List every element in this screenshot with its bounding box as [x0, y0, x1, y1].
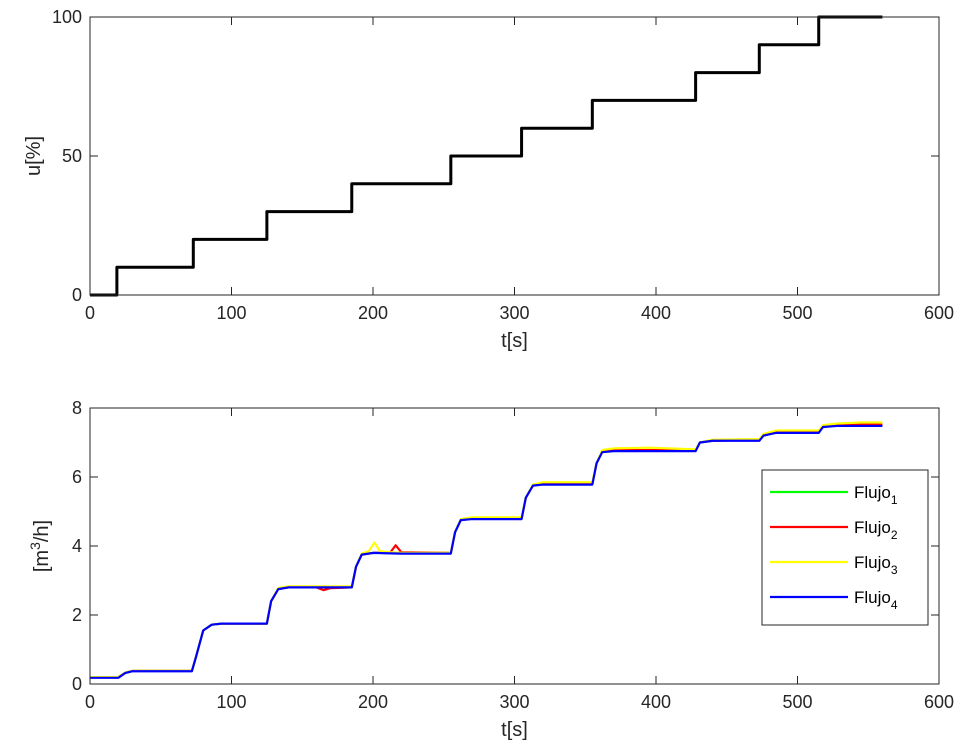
y-axis-label-base: [m: [31, 550, 53, 572]
legend-entry-2: Flujo2: [854, 518, 898, 542]
x-tick-label: 100: [216, 692, 246, 712]
y-tick-label: 0: [72, 674, 82, 694]
y-tick-label: 4: [72, 536, 82, 556]
legend-entry-4: Flujo4: [854, 588, 898, 612]
y-axis-label: u[%]: [23, 136, 45, 176]
x-tick-label: 400: [641, 692, 671, 712]
x-tick-label: 600: [924, 692, 954, 712]
y-tick-label: 100: [52, 7, 82, 27]
x-axis-label: t[s]: [501, 330, 528, 352]
y-tick-label: 50: [62, 146, 82, 166]
x-tick-label: 300: [499, 692, 529, 712]
x-tick-label: 0: [85, 692, 95, 712]
y-axis-label: [m3/h]: [27, 520, 53, 572]
bottom-plot-flow: 0 100 200 300 400 500 60002468t[s][m3/h]Flujo1…: [27, 398, 954, 741]
x-tick-label: 200: [358, 692, 388, 712]
y-axis-label-superscript: 3: [27, 542, 43, 550]
legend-entry-name: Flujo: [854, 553, 891, 572]
x-tick-label: 200: [358, 303, 388, 323]
top-plot-control-signal: 0 100 200 300 400 500 600 0 50 100 t[s] u[%]: [23, 7, 954, 352]
x-tick-label: 500: [782, 303, 812, 323]
y-tick-label: 2: [72, 605, 82, 625]
legend-entry-name: Flujo: [854, 518, 891, 537]
series-line-4: [90, 424, 883, 679]
y-tick-label: 0: [72, 285, 82, 305]
x-tick-label: 0: [85, 303, 95, 323]
series-line-1: [90, 15, 883, 297]
y-axis-label-tail: /h]: [31, 520, 53, 542]
x-tick-label: 300: [499, 303, 529, 323]
legend-entry-3: Flujo3: [854, 553, 898, 577]
y-tick-label: 6: [72, 467, 82, 487]
x-tick-label: 400: [641, 303, 671, 323]
legend-entry-subscript: 1: [891, 493, 898, 507]
x-tick-label: 600: [924, 303, 954, 323]
x-axis-label: t[s]: [501, 719, 528, 741]
x-tick-label: 500: [782, 692, 812, 712]
legend-entry-subscript: 3: [891, 563, 898, 577]
y-tick-label: 8: [72, 398, 82, 418]
legend-entry-subscript: 4: [891, 598, 898, 612]
legend-entry-name: Flujo: [854, 483, 891, 502]
legend-box: [761, 469, 929, 626]
legend-entry-subscript: 2: [891, 528, 898, 542]
legend-entry-1: Flujo1: [854, 483, 898, 507]
legend-entry-name: Flujo: [854, 588, 891, 607]
x-tick-label: 100: [216, 303, 246, 323]
